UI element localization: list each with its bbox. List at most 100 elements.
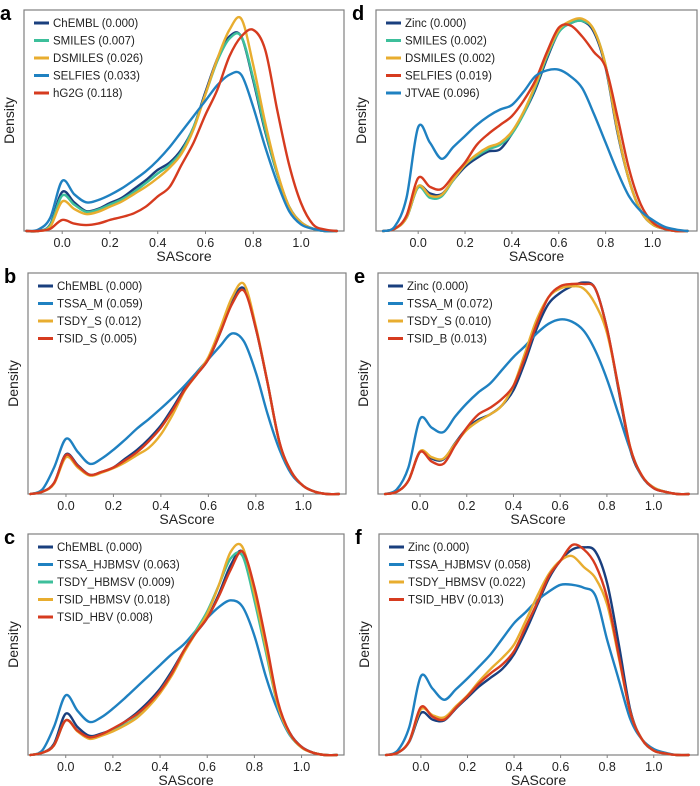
legend-label: TSSA_HJBMSV (0.058) [408,560,531,572]
legend-label: TSSA_HJBMSV (0.063) [57,560,180,572]
y-axis-label: Density [1,97,17,144]
x-axis-label: SAScore [156,248,211,264]
legend-label: SMILES (0.007) [53,36,135,48]
x-tick-label: 1.0 [295,499,312,513]
x-tick-label: 0.0 [57,760,74,774]
legend-label: ChEMBL (0.000) [53,18,138,30]
density-curve-4 [383,282,690,496]
x-tick-label: 0.4 [152,499,169,513]
panel-label: e [354,266,365,288]
x-tick-label: 0.6 [197,236,214,250]
legend-label: SELFIES (0.019) [405,71,492,83]
x-tick-label: 0.8 [598,760,615,774]
panel-label: d [352,3,364,25]
x-tick-label: 0.2 [459,760,476,774]
legend: Zinc (0.000) TSSA_HJBMSV (0.058) TSDY_HBMS… [389,542,531,607]
x-axis-label: SAScore [509,248,564,264]
legend-label: TSSA_M (0.072) [407,299,493,311]
x-axis-label: SAScore [511,772,566,786]
legend: Zinc (0.000) TSSA_M (0.072) TSDY_S (0.010)… [388,281,493,346]
panel-label: c [4,527,15,549]
legend: ChEMBL (0.000) TSSA_HJBMSV (0.063) TSDY_HB… [38,542,180,624]
legend-label: TSID_HBV (0.008) [57,612,153,624]
x-tick-label: 0.8 [597,236,614,250]
legend-label: hG2G (0.118) [53,88,123,100]
x-tick-label: 0.2 [105,499,122,513]
legend-label: Zinc (0.000) [405,18,467,30]
x-axis-label: SAScore [510,511,565,527]
x-tick-label: 1.0 [645,499,662,513]
legend-label: ChEMBL (0.000) [57,542,142,554]
x-tick-label: 0.2 [104,760,121,774]
panel-label: a [0,3,12,25]
legend-label: JTVAE (0.096) [405,88,480,100]
x-tick-label: 0.2 [458,499,475,513]
x-tick-label: 0.8 [245,236,262,250]
legend: ChEMBL (0.000) TSSA_M (0.059) TSDY_S (0.01… [38,281,143,346]
x-tick-label: 0.2 [456,236,473,250]
panel-b: b 0.0 0.2 0.4 0.6 0.8 1.0 SAScore Density ChEMBL … [4,266,347,527]
legend-label: TSID_HBV (0.013) [408,595,504,607]
panel-label: b [4,266,16,288]
legend: Zinc (0.000) SMILES (0.002) DSMILES (0.002… [386,18,495,100]
legend-label: TSDY_HBMSV (0.009) [57,577,175,589]
y-axis-label: Density [5,621,21,668]
x-tick-label: 1.0 [293,760,310,774]
x-tick-label: 1.0 [645,760,662,774]
density-curve-4 [29,288,341,496]
panel-a: a 0.0 0.2 0.4 0.6 0.8 1.0 SAScore Density ChEMBL … [0,3,345,264]
x-tick-label: 0.8 [246,760,263,774]
panel-d: d 0.0 0.2 0.4 0.6 0.8 1.0 SAScore Density Zinc (0… [352,3,698,264]
x-tick-label: 0.0 [409,236,426,250]
x-tick-label: 0.6 [550,236,567,250]
x-tick-label: 0.8 [598,499,615,513]
legend-label: Zinc (0.000) [408,542,470,554]
x-tick-label: 0.8 [247,499,264,513]
x-axis-label: SAScore [159,511,214,527]
x-tick-label: 0.6 [199,760,216,774]
legend-label: Zinc (0.000) [407,281,469,293]
legend-label: TSDY_HBMSV (0.022) [408,577,526,589]
density-curve-3 [381,17,689,233]
plot-area [23,9,345,232]
x-tick-label: 0.4 [151,760,168,774]
y-axis-label: Density [355,360,371,407]
plot-area [27,533,345,756]
legend-label: DSMILES (0.026) [53,53,143,65]
x-tick-label: 0.0 [57,499,74,513]
x-tick-label: 0.4 [149,236,166,250]
x-tick-label: 1.0 [644,236,661,250]
density-curve-4 [25,70,338,233]
legend-label: TSID_B (0.013) [407,334,487,346]
legend-label: SMILES (0.002) [405,36,487,48]
x-tick-label: 0.4 [505,760,522,774]
legend-label: TSID_S (0.005) [57,334,137,346]
density-curve-5 [29,550,339,757]
legend-label: ChEMBL (0.000) [57,281,142,293]
x-tick-label: 0.0 [54,236,71,250]
x-tick-label: 0.4 [505,499,522,513]
panel-e: e 0.0 0.2 0.4 0.6 0.8 1.0 SAScore Density Zinc (0… [354,266,699,527]
panel-c: c 0.0 0.2 0.4 0.6 0.8 1.0 SAScore Density ChEMBL … [4,527,345,786]
density-curve-4 [384,543,690,757]
panel-f: f 0.0 0.2 0.4 0.6 0.8 1.0 SAScore Density Zinc (0… [355,527,699,786]
x-tick-label: 0.2 [101,236,118,250]
x-axis-label: SAScore [158,772,213,786]
panel-label: f [355,527,362,549]
legend-label: TSDY_S (0.010) [407,316,492,328]
x-tick-label: 0.6 [200,499,217,513]
x-tick-label: 0.6 [551,499,568,513]
x-tick-label: 0.4 [503,236,520,250]
y-axis-label: Density [5,360,21,407]
y-axis-label: Density [353,97,369,144]
density-curve-3 [25,15,338,233]
legend-label: SELFIES (0.033) [53,71,140,83]
legend-label: TSSA_M (0.059) [57,299,143,311]
legend-label: DSMILES (0.002) [405,53,495,65]
density-curve-2 [29,332,341,496]
y-axis-label: Density [356,621,372,668]
x-tick-label: 0.0 [411,499,428,513]
density-curve-5 [25,28,338,233]
legend-label: TSDY_S (0.012) [57,316,142,328]
